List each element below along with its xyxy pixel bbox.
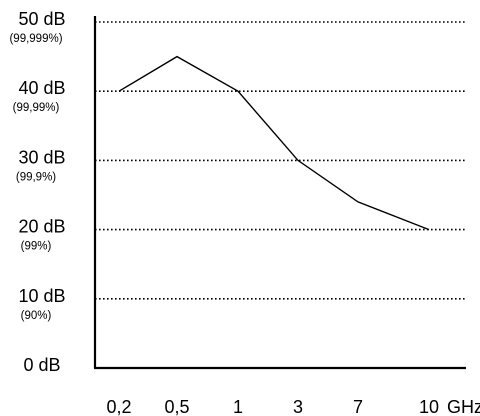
y-tick-sublabel-40: (99,99%) — [13, 102, 60, 114]
y-tick-sublabel-10: (90%) — [21, 310, 52, 322]
y-tick-sublabel-50: (99,999%) — [9, 33, 62, 45]
y-tick-label-20: 20 dB — [18, 217, 65, 237]
y-tick-label-40: 40 dB — [18, 78, 65, 98]
x-tick-label-0: 0,2 — [106, 397, 131, 416]
x-tick-label-4: 7 — [353, 397, 363, 416]
x-tick-labels: 0,2 0,5 1 3 7 10 GHz — [106, 397, 480, 416]
y-tick-labels: 0 dB 10 dB (90%) 20 dB (99%) 30 dB (99,9%) 40 d… — [9, 9, 65, 375]
y-tick-label-0: 0 dB — [23, 355, 60, 375]
x-axis-unit-label: GHz — [447, 397, 480, 416]
y-tick-sublabel-30: (99,9%) — [16, 171, 56, 183]
y-tick-label-30: 30 dB — [18, 147, 65, 167]
axes — [93, 16, 466, 370]
y-tick-sublabel-20: (99%) — [21, 241, 52, 253]
x-tick-label-3: 3 — [293, 397, 303, 416]
y-tick-label-50: 50 dB — [18, 9, 65, 29]
x-tick-label-5: 10 — [419, 397, 439, 416]
series-polyline — [118, 55, 430, 231]
series-line — [118, 55, 430, 231]
y-tick-label-10: 10 dB — [18, 286, 65, 306]
grid-lines — [95, 21, 466, 300]
x-tick-label-2: 1 — [233, 397, 243, 416]
x-tick-label-1: 0,5 — [164, 397, 189, 416]
